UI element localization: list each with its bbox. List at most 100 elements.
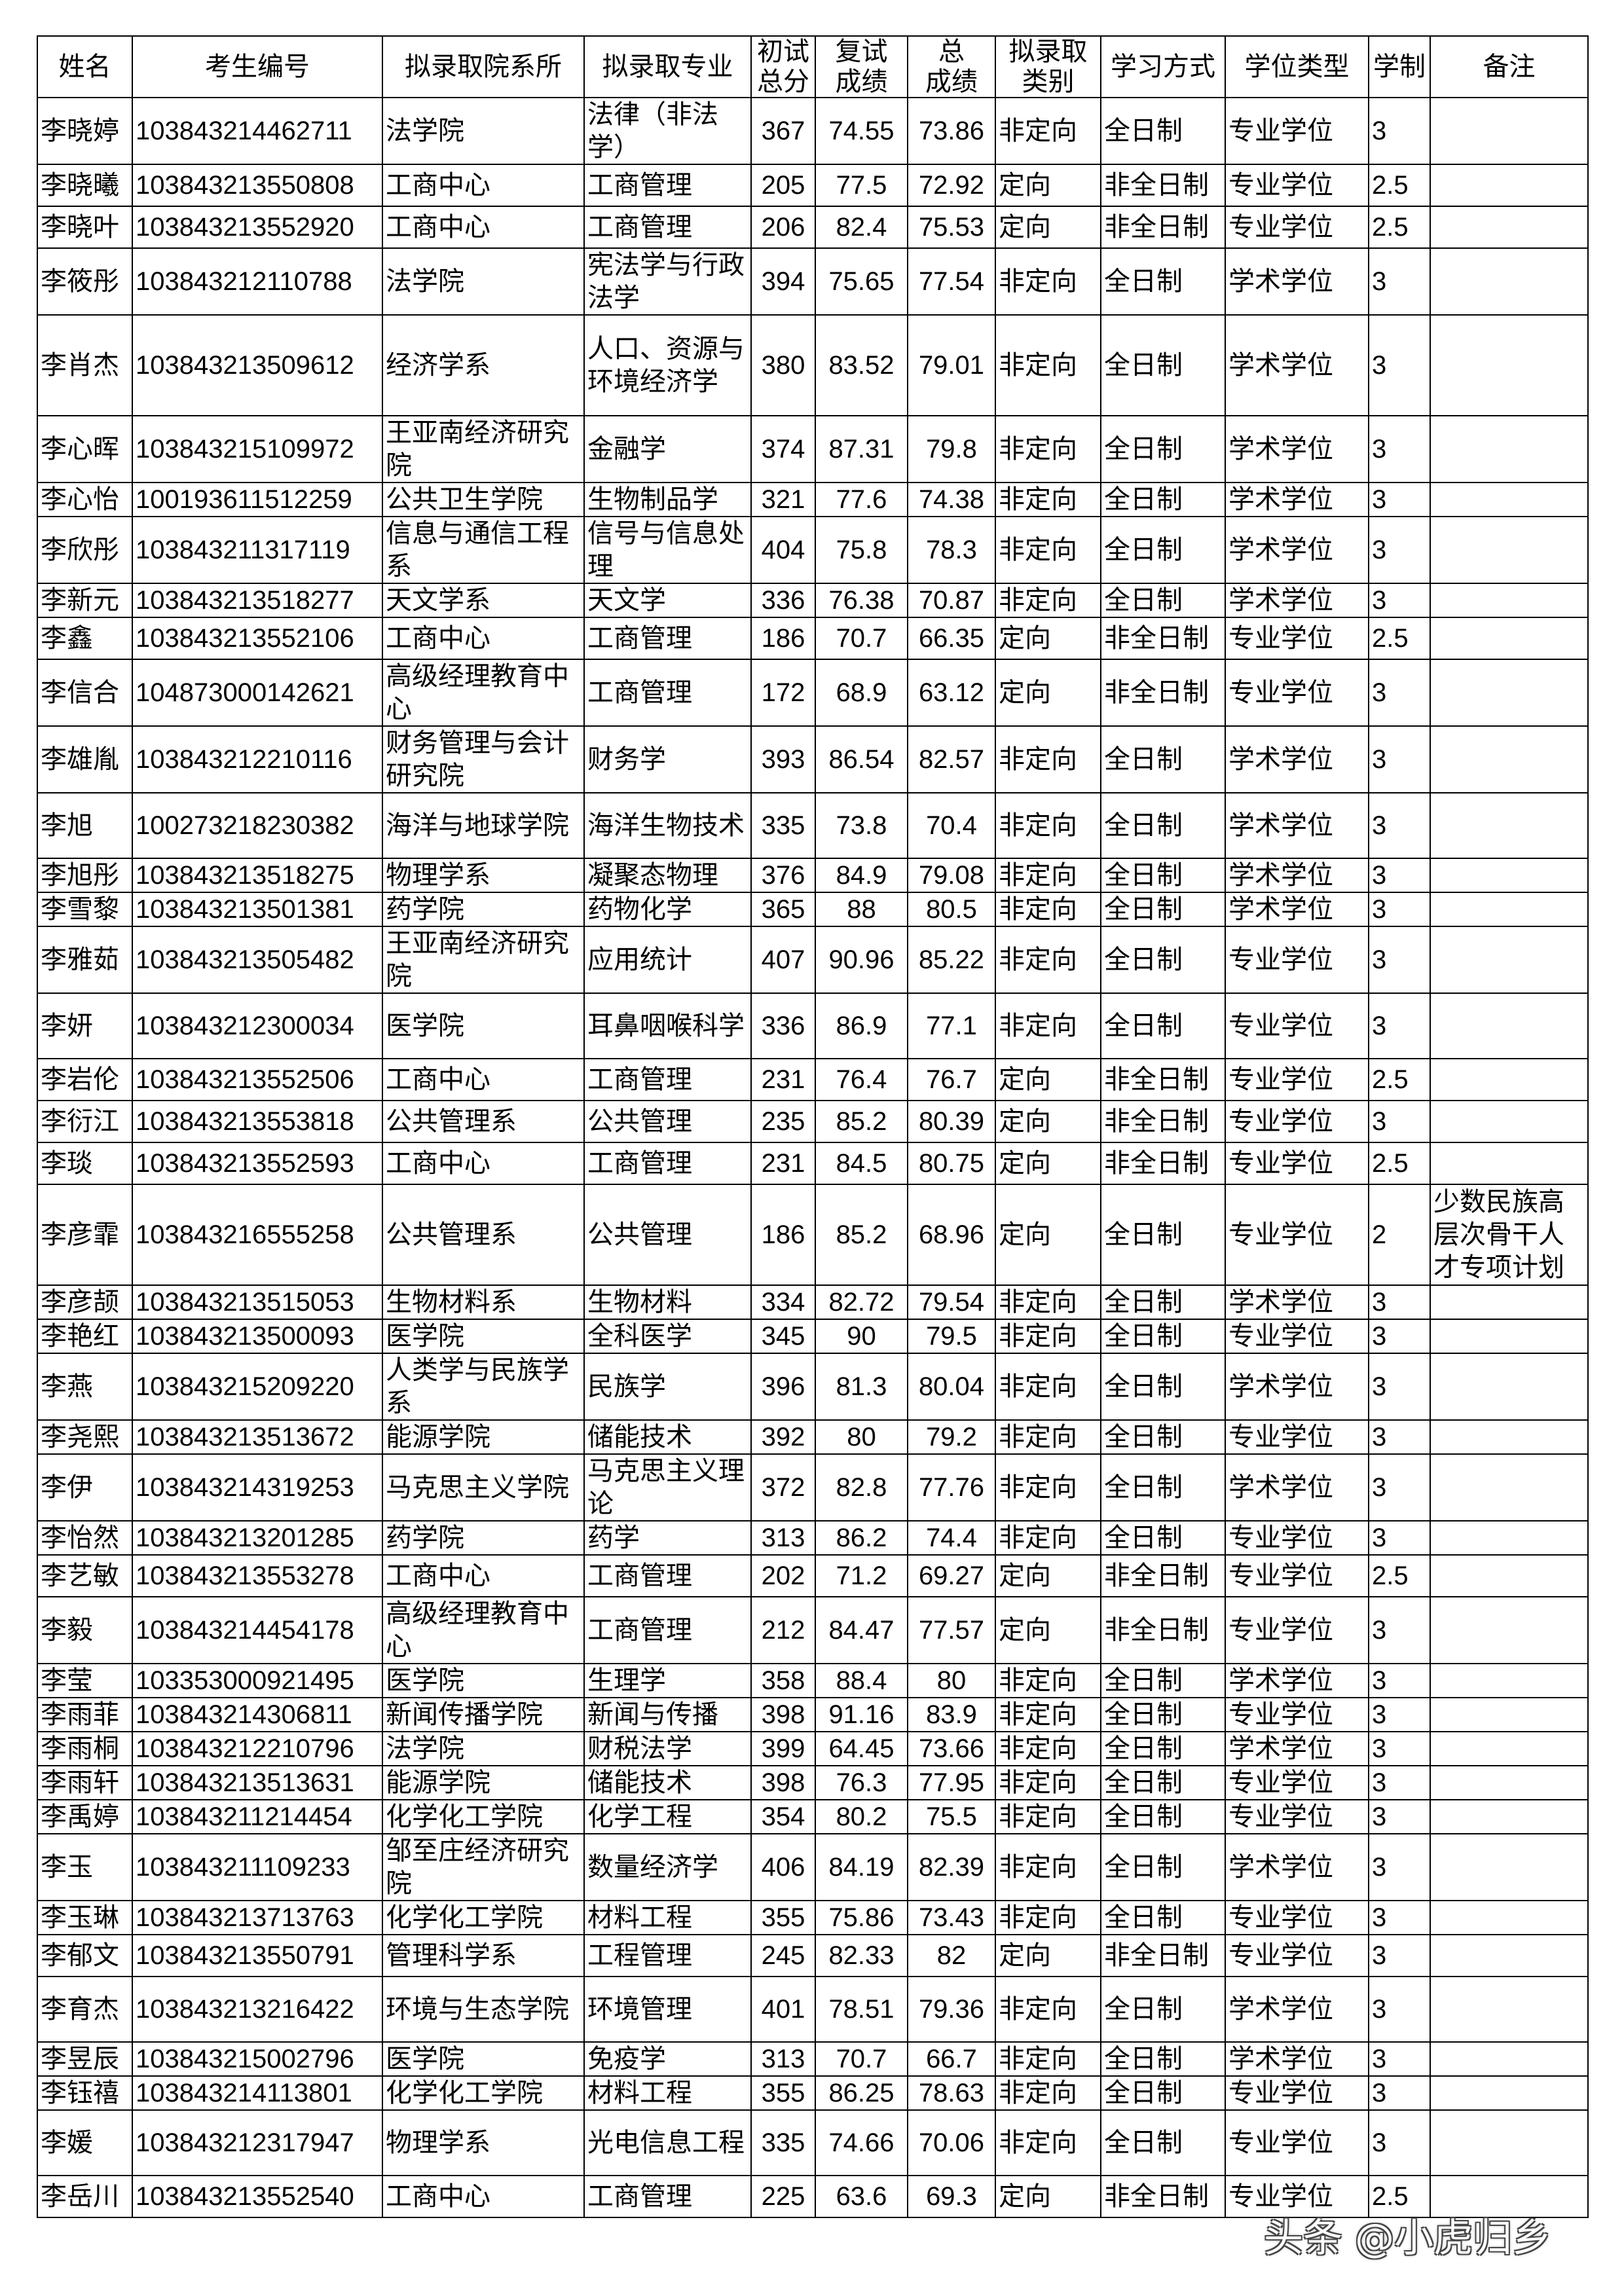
- cell-admission-category: 非定向: [995, 482, 1101, 517]
- cell-study-mode: 非全日制: [1100, 1554, 1226, 1597]
- cell-name: 李钰禧: [37, 2075, 133, 2111]
- cell-retest-score: 91.16: [815, 1697, 908, 1732]
- cell-study-mode: 全日制: [1100, 993, 1226, 1059]
- cell-admission-category: 非定向: [995, 1765, 1101, 1800]
- cell-major: 马克思主义理论: [583, 1453, 752, 1522]
- cell-retest-score: 87.31: [815, 415, 908, 483]
- cell-retest-score: 84.9: [815, 858, 908, 893]
- cell-duration: 3: [1368, 1285, 1431, 1320]
- cell-name: 李媛: [37, 2109, 133, 2176]
- cell-study-mode: 非全日制: [1100, 164, 1226, 207]
- cell-duration: 3: [1368, 1100, 1431, 1143]
- cell-prelim-score: 393: [750, 725, 816, 793]
- table-row: 李尧熙 103843213513672 能源学院 储能技术 392 80 79.2 非定向 全日…: [37, 1419, 1589, 1455]
- cell-candidate-id: 103843213553818: [132, 1100, 383, 1143]
- cell-duration: 2.5: [1368, 1554, 1431, 1597]
- cell-prelim-score: 225: [750, 2175, 816, 2218]
- cell-remarks: [1430, 1663, 1589, 1698]
- cell-name: 李心怡: [37, 482, 133, 517]
- cell-retest-score: 80.2: [815, 1799, 908, 1834]
- cell-remarks: [1430, 1833, 1589, 1901]
- cell-name: 李岩伦: [37, 1058, 133, 1101]
- cell-candidate-id: 103843213552506: [132, 1058, 383, 1101]
- cell-major: 耳鼻咽喉科学: [583, 993, 752, 1059]
- cell-candidate-id: 103843213552593: [132, 1142, 383, 1185]
- cell-candidate-id: 103843212300034: [132, 993, 383, 1059]
- cell-study-mode: 非全日制: [1100, 1100, 1226, 1143]
- header-admission-category: 拟录取 类别: [995, 35, 1101, 98]
- cell-duration: 2.5: [1368, 617, 1431, 660]
- cell-duration: 3: [1368, 1697, 1431, 1732]
- cell-admission-category: 非定向: [995, 993, 1101, 1059]
- cell-major: 工商管理: [583, 164, 752, 207]
- cell-name: 李艺敏: [37, 1554, 133, 1597]
- cell-total-score: 77.95: [907, 1765, 996, 1800]
- cell-duration: 3: [1368, 1419, 1431, 1455]
- cell-retest-score: 84.47: [815, 1596, 908, 1664]
- table-row: 李妍 103843212300034 医学院 耳鼻咽喉科学 336 86.9 77.1 非定向…: [37, 993, 1589, 1059]
- cell-major: 工商管理: [583, 1058, 752, 1101]
- cell-total-score: 83.9: [907, 1697, 996, 1732]
- cell-remarks: [1430, 1976, 1589, 2043]
- cell-total-score: 79.5: [907, 1319, 996, 1354]
- table-row: 李伊 103843214319253 马克思主义学院 马克思主义理论 372 82.8 77…: [37, 1453, 1589, 1522]
- cell-name: 李肖杰: [37, 314, 133, 416]
- cell-department: 药学院: [382, 1520, 585, 1556]
- cell-duration: 3: [1368, 482, 1431, 517]
- header-duration: 学制: [1368, 35, 1431, 98]
- cell-study-mode: 全日制: [1100, 1285, 1226, 1320]
- cell-duration: 3: [1368, 659, 1431, 727]
- cell-major: 工程管理: [583, 1934, 752, 1977]
- cell-total-score: 69.27: [907, 1554, 996, 1597]
- cell-retest-score: 75.86: [815, 1900, 908, 1935]
- cell-department: 能源学院: [382, 1765, 585, 1800]
- cell-remarks: [1430, 2109, 1589, 2176]
- cell-major: 金融学: [583, 415, 752, 483]
- cell-study-mode: 非全日制: [1100, 1596, 1226, 1664]
- cell-name: 李雅茹: [37, 926, 133, 994]
- cell-prelim-score: 374: [750, 415, 816, 483]
- cell-admission-category: 非定向: [995, 1353, 1101, 1421]
- header-row: 姓名 考生编号 拟录取院系所 拟录取专业 初试 总分 复试 成绩总 成绩 拟录取 类别 学习方…: [37, 35, 1589, 98]
- cell-study-mode: 全日制: [1100, 926, 1226, 994]
- cell-total-score: 78.63: [907, 2075, 996, 2111]
- cell-retest-score: 88: [815, 892, 908, 927]
- cell-department: 海洋与地球学院: [382, 792, 585, 859]
- table-row: 李晓曦 103843213550808 工商中心 工商管理 205 77.5 72.92 定向…: [37, 164, 1589, 207]
- cell-name: 李晓曦: [37, 164, 133, 207]
- cell-major: 化学工程: [583, 1799, 752, 1834]
- cell-total-score: 68.96: [907, 1184, 996, 1286]
- cell-total-score: 79.08: [907, 858, 996, 893]
- cell-study-mode: 全日制: [1100, 2109, 1226, 2176]
- cell-duration: 3: [1368, 247, 1431, 316]
- cell-department: 新闻传播学院: [382, 1697, 585, 1732]
- cell-study-mode: 全日制: [1100, 415, 1226, 483]
- cell-duration: 3: [1368, 2109, 1431, 2176]
- cell-retest-score: 86.25: [815, 2075, 908, 2111]
- cell-total-score: 78.3: [907, 516, 996, 584]
- cell-department: 工商中心: [382, 1058, 585, 1101]
- cell-total-score: 82.39: [907, 1833, 996, 1901]
- cell-prelim-score: 376: [750, 858, 816, 893]
- cell-duration: 3: [1368, 1765, 1431, 1800]
- cell-degree-type: 专业学位: [1225, 659, 1369, 727]
- cell-prelim-score: 313: [750, 2041, 816, 2077]
- cell-major: 民族学: [583, 1353, 752, 1421]
- cell-remarks: [1430, 1697, 1589, 1732]
- cell-remarks: [1430, 415, 1589, 483]
- cell-admission-category: 非定向: [995, 1520, 1101, 1556]
- cell-duration: 3: [1368, 1900, 1431, 1935]
- cell-candidate-id: 103843213552106: [132, 617, 383, 660]
- cell-department: 高级经理教育中心: [382, 1596, 585, 1664]
- cell-major: 材料工程: [583, 2075, 752, 2111]
- cell-remarks: [1430, 926, 1589, 994]
- cell-retest-score: 90.96: [815, 926, 908, 994]
- cell-major: 凝聚态物理: [583, 858, 752, 893]
- cell-degree-type: 学术学位: [1225, 892, 1369, 927]
- table-row: 李雅茹 103843213505482 王亚南经济研究院 应用统计 407 90.96 85…: [37, 926, 1589, 994]
- cell-total-score: 82: [907, 1934, 996, 1977]
- cell-remarks: [1430, 2175, 1589, 2218]
- cell-study-mode: 全日制: [1100, 1833, 1226, 1901]
- cell-degree-type: 学术学位: [1225, 1353, 1369, 1421]
- cell-major: 天文学: [583, 583, 752, 618]
